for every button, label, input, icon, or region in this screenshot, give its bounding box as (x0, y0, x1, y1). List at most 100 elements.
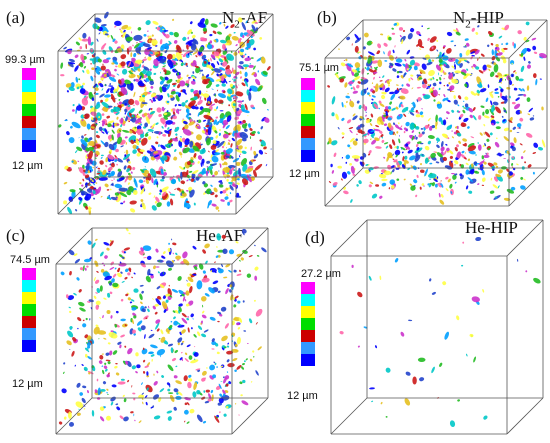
pore-particle (471, 296, 480, 303)
pore-particle (153, 381, 158, 386)
pore-particle (95, 182, 98, 184)
pore-particle (412, 376, 417, 385)
pore-particle (189, 117, 191, 120)
pore-particle (143, 66, 150, 71)
pore-particle (142, 245, 152, 252)
pore-particle (411, 87, 414, 90)
pore-particle (354, 37, 362, 44)
pore-particle (499, 78, 503, 83)
pore-particle (173, 260, 175, 262)
pore-particle (135, 78, 140, 82)
pore-particle (136, 115, 141, 119)
pore-particle (250, 146, 252, 151)
pore-particle (130, 139, 135, 145)
pore-particle (64, 165, 69, 170)
pore-particle (489, 71, 495, 78)
pore-particle (456, 132, 462, 137)
pore-particle (409, 59, 416, 66)
pore-particle (349, 129, 353, 134)
pore-particle (219, 54, 229, 59)
pore-particle (202, 420, 207, 424)
pore-particle (105, 157, 109, 163)
pore-particle (148, 192, 152, 195)
pore-particle (176, 187, 181, 191)
colorbar-segment (22, 68, 36, 80)
cube-wireframe (330, 219, 544, 435)
pore-particle (167, 93, 170, 98)
pore-particle (226, 95, 232, 102)
pore-particle (446, 48, 452, 54)
pore-particle (219, 411, 221, 414)
pore-particle (533, 277, 541, 284)
pore-particle (162, 191, 167, 197)
pore-particle (446, 147, 450, 152)
pore-particle (101, 101, 110, 109)
pore-particle (128, 120, 131, 123)
pore-particle (145, 384, 153, 393)
pore-particle (117, 168, 122, 172)
pore-particle (178, 151, 183, 156)
pore-particle (360, 79, 369, 85)
pore-particle (500, 88, 504, 92)
pore-particle (120, 86, 128, 95)
pore-particle (185, 108, 190, 114)
pore-particle (151, 39, 158, 45)
pore-particle (127, 174, 133, 181)
pore-particle (163, 84, 169, 87)
pore-particle (371, 95, 376, 98)
pore-particle (186, 344, 191, 348)
pore-particle (471, 163, 474, 168)
panel-title: He-HIP (465, 218, 518, 237)
pore-particle (189, 51, 194, 54)
pore-particle (488, 68, 491, 72)
pore-particle (445, 176, 449, 180)
pore-particle (97, 58, 102, 63)
pore-particle (391, 27, 394, 30)
pore-particle (393, 159, 398, 163)
pore-particle (125, 142, 128, 145)
pore-particle (222, 389, 226, 395)
pore-particle (222, 163, 226, 166)
pore-particle (526, 64, 532, 69)
pore-particle (367, 92, 370, 95)
pore-particle (228, 104, 231, 107)
pore-particle (157, 271, 160, 274)
pore-particle (462, 105, 465, 108)
pore-particle (69, 349, 71, 350)
pore-particle (91, 410, 95, 417)
pore-particle (219, 191, 223, 194)
pore-particle (155, 298, 162, 306)
pore-particle (467, 158, 471, 162)
pore-particle (194, 265, 198, 271)
pore-particle (482, 111, 485, 116)
pore-particle (102, 63, 104, 65)
pore-particle (135, 117, 142, 124)
pore-particle (164, 130, 170, 134)
pore-particle (519, 143, 523, 146)
pore-particle (328, 137, 332, 144)
pore-particle (97, 167, 101, 170)
pore-particle (257, 85, 263, 92)
pore-particle (167, 388, 171, 392)
pore-particle (207, 398, 212, 402)
pore-particle (106, 374, 110, 378)
pore-particle (526, 85, 530, 91)
colorbar-segment (22, 280, 36, 292)
pore-particle (219, 39, 227, 44)
pore-particle (221, 234, 226, 239)
pore-particle (241, 138, 247, 142)
pore-particle (171, 138, 179, 142)
pore-particle (257, 131, 260, 135)
pore-particle (174, 104, 177, 107)
pore-particle (98, 338, 100, 340)
pore-particle (397, 165, 400, 168)
pore-particle (137, 68, 141, 72)
pore-particle (383, 42, 388, 47)
pore-particle (238, 414, 241, 416)
pore-particle (464, 103, 469, 108)
pore-particle (100, 77, 104, 81)
pore-particle (101, 353, 104, 355)
pore-particle (331, 140, 338, 146)
pore-particle (152, 99, 156, 102)
pore-particle (427, 86, 430, 90)
